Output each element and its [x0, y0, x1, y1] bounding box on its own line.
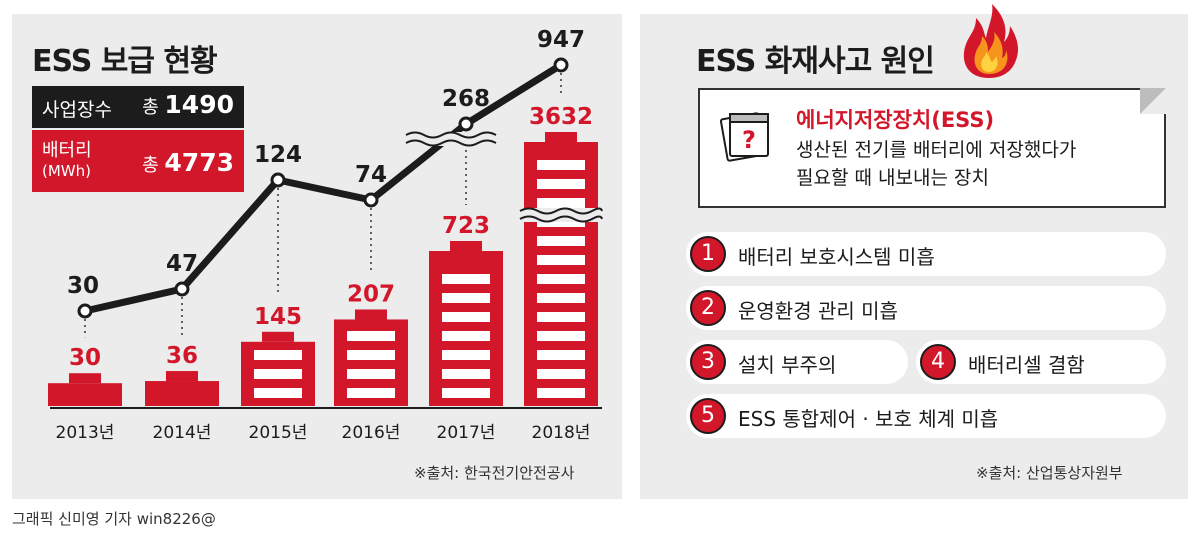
sites-value-label-3: 124 — [254, 142, 302, 168]
sites-line — [84, 62, 563, 315]
sites-point-6 — [553, 57, 569, 73]
cause-number-4: 4 — [920, 344, 956, 380]
sites-label: 사업장수 — [42, 99, 112, 121]
sites-point-3 — [270, 172, 286, 188]
left-source: ※출처: 한국전기안전공사 — [414, 464, 575, 482]
line-axis-break-fill — [406, 132, 496, 146]
category-label-4: 2016년 — [342, 423, 401, 443]
battery-bar-4 — [334, 309, 408, 406]
cause-item-3: 3 설치 부주의 — [686, 340, 908, 384]
category-label-6: 2018년 — [532, 423, 591, 443]
bar-value-label-3: 145 — [254, 304, 302, 330]
battery-total-value: 4773 — [164, 148, 234, 177]
battery-bar-3 — [241, 331, 315, 406]
cause-number-3: 3 — [690, 344, 726, 380]
ess-fire-cause-panel: ESS 화재사고 원인 ? 에너지저장장치(ESS) 생산된 전기를 배터리에 … — [640, 4, 1188, 499]
bar-axis-break-top — [519, 207, 603, 215]
left-title: ESS 보급 현황 — [32, 44, 218, 79]
card-description: 생산된 전기를 배터리에 저장했다가 필요할 때 내보내는 장치 — [796, 136, 1076, 192]
cause-item-2: 2 운영환경 관리 미흡 — [686, 286, 1166, 330]
battery-bar-1 — [48, 373, 122, 406]
battery-bar-2 — [145, 371, 219, 406]
sites-value-label-5: 268 — [442, 86, 490, 112]
battery-bar-6 — [524, 132, 598, 406]
graphic-credit: 그래픽 신미영 기자 win8226@ — [12, 510, 216, 528]
cause-number-2: 2 — [690, 290, 726, 326]
cause-number-5: 5 — [690, 398, 726, 434]
sites-value-label-2: 47 — [166, 251, 198, 277]
sites-point-4 — [363, 192, 379, 208]
bar-value-label-1: 30 — [69, 345, 101, 371]
bar-value-label-6: 3632 — [529, 104, 593, 130]
sites-total-value: 1490 — [164, 90, 234, 119]
category-label-1: 2013년 — [56, 423, 115, 443]
category-label-2: 2014년 — [153, 423, 212, 443]
battery-bar-5 — [429, 241, 503, 406]
sites-point-5 — [458, 116, 474, 132]
battery-total-box: 배터리 (MWh) 총 4773 — [32, 130, 244, 192]
line-axis-break-top — [405, 131, 497, 139]
cause-text-4: 배터리셀 결함 — [968, 353, 1085, 377]
right-title: ESS 화재사고 원인 — [696, 44, 935, 79]
bar-axis-break-bottom — [519, 215, 603, 223]
line-axis-break-bottom — [405, 139, 497, 147]
sites-value-label-6: 947 — [537, 27, 585, 53]
cause-item-5: 5 ESS 통합제어 · 보호 체계 미흡 — [686, 394, 1166, 438]
ess-supply-panel: ESS 보급 현황 사업장수 총 1490 배터리 (MWh) 총 4773 3… — [12, 14, 622, 499]
battery-total-prefix: 총 — [142, 155, 159, 176]
sites-point-2 — [174, 281, 190, 297]
cause-item-4: 4 배터리셀 결함 — [916, 340, 1166, 384]
ess-definition-card: ? 에너지저장장치(ESS) 생산된 전기를 배터리에 저장했다가 필요할 때 … — [698, 88, 1166, 208]
bar-value-label-2: 36 — [166, 343, 198, 369]
cause-text-1: 배터리 보호시스템 미흡 — [738, 245, 935, 269]
category-label-3: 2015년 — [249, 423, 308, 443]
sites-value-label-1: 30 — [67, 273, 99, 299]
sites-total-box: 사업장수 총 1490 — [32, 86, 244, 128]
ess-chart: 30 2013년 36 2014년 145 2015년 207 2016년 723 2017년 36… — [48, 27, 603, 443]
cause-text-2: 운영환경 관리 미흡 — [738, 299, 898, 323]
sites-total-prefix: 총 — [142, 97, 159, 118]
card-fold-corner — [1140, 88, 1166, 114]
sites-point-1 — [77, 303, 93, 319]
category-label-5: 2017년 — [437, 423, 496, 443]
cause-text-5: ESS 통합제어 · 보호 체계 미흡 — [738, 407, 999, 431]
right-source: ※출처: 산업통상자원부 — [976, 464, 1123, 482]
sites-value-label-4: 74 — [355, 162, 387, 188]
bar-value-label-5: 723 — [442, 213, 490, 239]
cause-item-1: 1 배터리 보호시스템 미흡 — [686, 232, 1166, 276]
fire-icon — [963, 4, 1018, 78]
svg-text:?: ? — [742, 126, 756, 154]
card-title: 에너지저장장치(ESS) — [796, 108, 995, 132]
calendar-question-icon: ? — [719, 112, 769, 162]
bar-value-label-4: 207 — [347, 281, 395, 307]
battery-label: 배터리 — [42, 140, 92, 161]
cause-number-1: 1 — [690, 236, 726, 272]
cause-text-3: 설치 부주의 — [738, 353, 837, 377]
card-desc-line1: 생산된 전기를 배터리에 저장했다가 — [796, 139, 1077, 161]
battery-unit: (MWh) — [42, 162, 91, 180]
card-desc-line2: 필요할 때 내보내는 장치 — [796, 167, 989, 189]
